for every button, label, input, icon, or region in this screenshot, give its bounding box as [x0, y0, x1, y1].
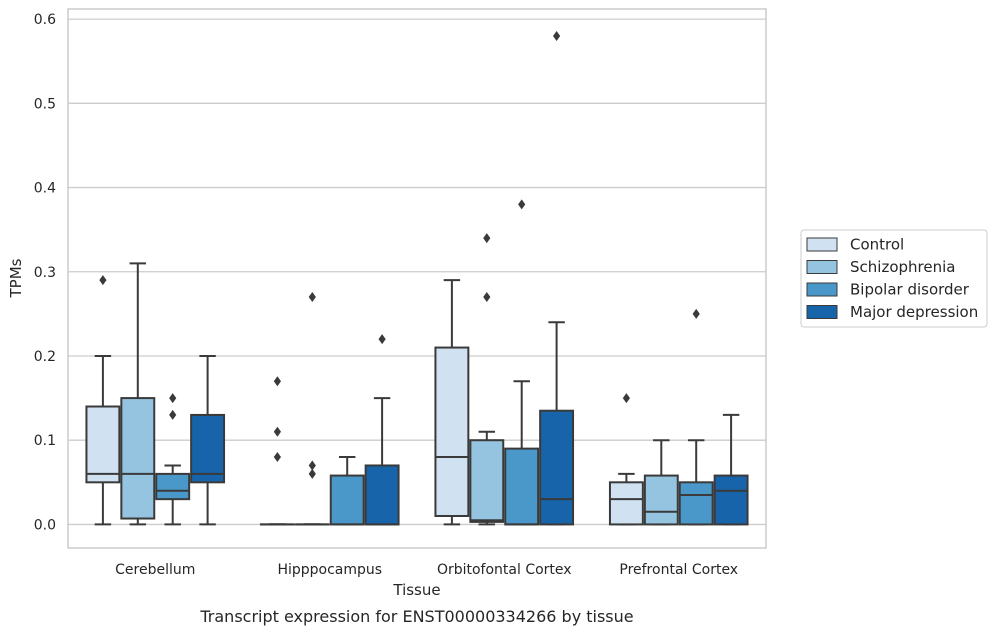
y-tick-label: 0.5	[34, 96, 56, 112]
box-iqr	[608, 481, 644, 526]
outlier-point	[378, 334, 386, 345]
box-bipolar-disorder	[678, 308, 714, 526]
outlier-point	[692, 308, 700, 319]
y-tick-label: 0.2	[34, 349, 56, 365]
box-major-depression	[190, 354, 226, 526]
legend-swatch	[806, 237, 838, 252]
x-tick-labels: Cerebellum Hipppocampus Orbitofontal Corte…	[115, 562, 738, 578]
box-iqr	[643, 474, 679, 526]
y-tick-label: 0.1	[34, 433, 56, 449]
chart-caption: Transcript expression for ENST0000033426…	[199, 607, 633, 626]
outlier-point	[273, 376, 281, 387]
y-axis-label: TPMs	[7, 258, 25, 298]
box-schizophrenia	[294, 292, 330, 526]
outlier-point	[308, 468, 316, 479]
x-tick-label: Hipppocampus	[277, 562, 382, 578]
x-axis-label: Tissue	[392, 581, 440, 599]
outlier-point	[273, 452, 281, 463]
box-iqr	[120, 397, 156, 520]
box-bipolar-disorder	[155, 393, 191, 526]
box-iqr	[329, 474, 365, 526]
box-iqr	[155, 472, 191, 501]
box-major-depression	[713, 413, 749, 526]
legend-frame	[800, 229, 988, 328]
outlier-point	[273, 426, 281, 437]
box-control	[85, 275, 121, 526]
box-iqr	[678, 481, 714, 526]
outlier-point	[308, 460, 316, 471]
box-schizophrenia	[469, 233, 505, 526]
plot-frame	[67, 8, 767, 549]
box-control	[434, 279, 470, 526]
box-control	[259, 376, 295, 526]
y-tick-label: 0.4	[34, 181, 56, 197]
box-iqr	[504, 447, 540, 526]
outlier-point	[483, 292, 491, 303]
box-iqr	[434, 346, 470, 517]
plot-background	[68, 9, 766, 548]
box-iqr	[539, 409, 575, 526]
outlier-point	[622, 393, 630, 404]
legend-label: Control	[850, 236, 904, 254]
legend-swatch	[806, 260, 838, 274]
box-major-depression	[539, 30, 575, 526]
box-bipolar-disorder	[329, 456, 365, 526]
legend-label: Bipolar disorder	[850, 281, 970, 299]
box-major-depression	[364, 334, 400, 526]
legend: Control Schizophrenia Bipolar disorder Majo…	[800, 229, 988, 328]
box-bipolar-disorder	[504, 199, 540, 526]
box-iqr	[85, 405, 121, 484]
x-tick-label: Cerebellum	[115, 562, 195, 578]
box-schizophrenia	[643, 439, 679, 526]
outlier-point	[483, 233, 491, 244]
outlier-point	[518, 199, 526, 210]
legend-swatch	[806, 282, 838, 297]
y-tick-labels: 0.0 0.1 0.2 0.3 0.4 0.5 0.6	[34, 12, 56, 533]
box-control	[608, 393, 644, 526]
x-tick-label: Orbitofontal Cortex	[437, 562, 572, 578]
box-groups	[85, 30, 749, 526]
y-tick-label: 0.0	[34, 517, 56, 533]
box-iqr	[713, 474, 749, 526]
outlier-point	[308, 292, 316, 303]
box-iqr	[190, 413, 226, 484]
gridlines	[68, 18, 766, 526]
box-iqr	[469, 439, 505, 523]
y-tick-label: 0.3	[34, 265, 56, 281]
legend-label: Schizophrenia	[850, 258, 955, 276]
outlier-point	[553, 30, 561, 41]
legend-label: Major depression	[850, 303, 978, 321]
y-tick-label: 0.6	[34, 12, 56, 28]
box-schizophrenia	[120, 262, 156, 526]
outlier-point	[169, 393, 177, 404]
box-iqr	[364, 464, 400, 526]
legend-swatch	[806, 305, 838, 319]
outlier-point	[169, 409, 177, 420]
x-tick-label: Prefrontal Cortex	[619, 562, 738, 578]
outlier-point	[99, 275, 107, 286]
